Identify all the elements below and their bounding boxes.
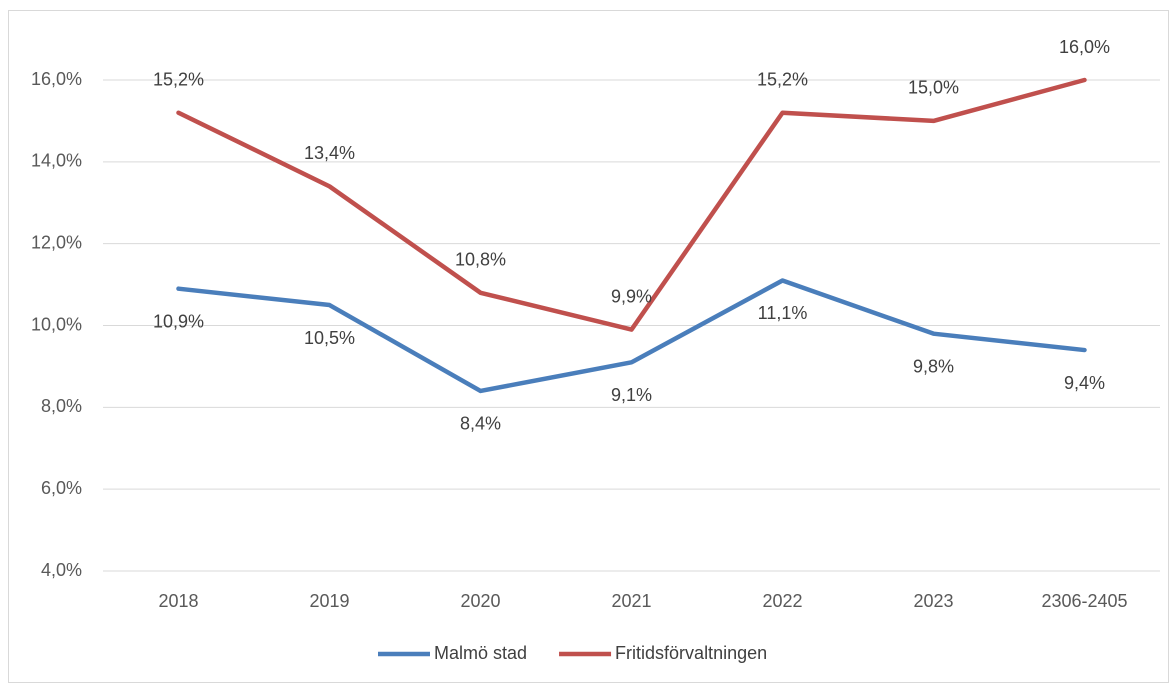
x-tick-label: 2306-2405	[1041, 591, 1127, 611]
y-tick-label: 10,0%	[31, 314, 82, 334]
legend-label: Malmö stad	[434, 643, 527, 663]
data-label: 15,2%	[153, 69, 204, 89]
data-label: 16,0%	[1059, 37, 1110, 57]
data-label: 13,4%	[304, 143, 355, 163]
y-tick-label: 14,0%	[31, 151, 82, 171]
y-tick-label: 12,0%	[31, 232, 82, 252]
x-tick-label: 2018	[158, 591, 198, 611]
data-label: 9,9%	[611, 286, 652, 306]
data-label: 9,4%	[1064, 373, 1105, 393]
data-label: 9,8%	[913, 356, 954, 376]
x-tick-label: 2019	[309, 591, 349, 611]
y-tick-label: 16,0%	[31, 69, 82, 89]
y-tick-label: 4,0%	[41, 560, 82, 580]
data-label: 10,9%	[153, 311, 204, 331]
data-label: 10,8%	[455, 250, 506, 270]
data-label: 8,4%	[460, 414, 501, 434]
x-tick-label: 2023	[913, 591, 953, 611]
data-label: 11,1%	[758, 303, 808, 323]
series-line	[176, 77, 1087, 332]
y-tick-label: 6,0%	[41, 478, 82, 498]
x-tick-label: 2022	[762, 591, 802, 611]
data-label: 15,2%	[757, 69, 808, 89]
data-label: 15,0%	[908, 78, 959, 98]
data-label: 9,1%	[611, 385, 652, 405]
chart-frame	[8, 10, 1169, 683]
x-tick-label: 2020	[460, 591, 500, 611]
legend-label: Fritidsförvaltningen	[615, 643, 767, 663]
series-line	[176, 278, 1087, 394]
y-tick-label: 8,0%	[41, 396, 82, 416]
data-label: 10,5%	[304, 328, 355, 348]
x-tick-label: 2021	[611, 591, 651, 611]
